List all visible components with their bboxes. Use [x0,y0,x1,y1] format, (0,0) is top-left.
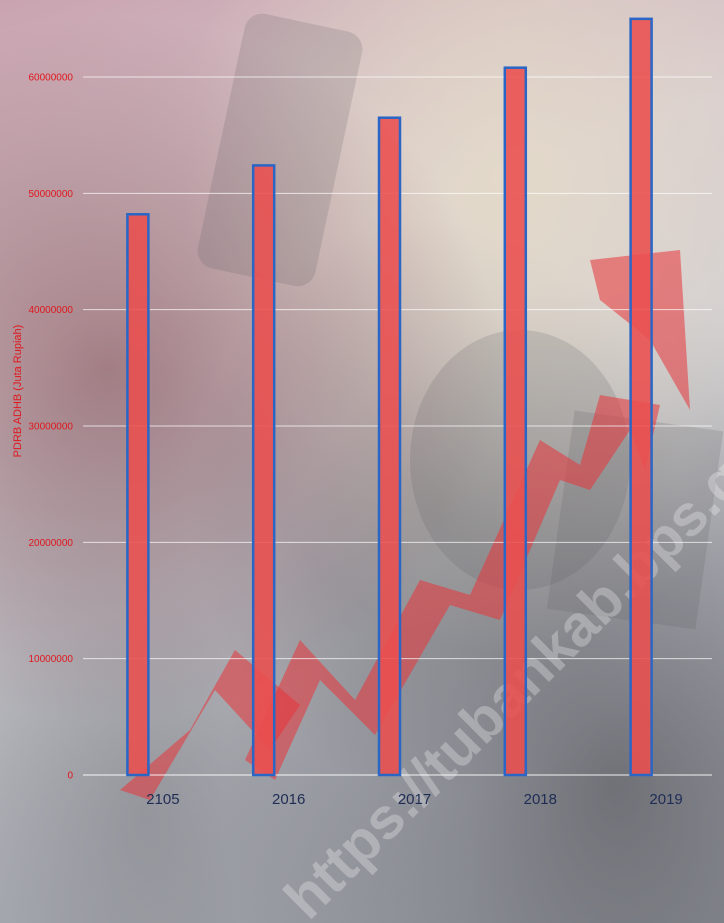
bg-trend-arrow-body-icon [245,395,660,780]
bar-2016 [251,164,276,777]
y-tick-label: 30000000 [29,422,74,433]
y-tick-label: 20000000 [29,538,74,549]
bar-2105 [126,213,150,777]
y-tick-label: 40000000 [29,305,74,316]
x-tick-label-2017: 2017 [398,791,431,808]
bar-2018 [503,66,528,777]
x-axis-ticks: 2105 2016 2017 2018 2019 [146,791,683,808]
x-tick-label-2105: 2105 [146,791,179,808]
y-tick-label: 0 [67,771,73,782]
bg-calculator-shape [197,13,363,287]
bar-2019 [629,17,653,777]
y-axis-ticks: 0 10000000 20000000 30000000 40000000 5000000… [29,73,74,782]
y-tick-label: 60000000 [29,73,74,84]
y-axis-label: PDRB ADHB (Juta Rupiah) [12,325,24,458]
x-tick-label-2018: 2018 [524,791,557,808]
y-tick-label: 10000000 [29,654,74,665]
x-tick-label-2019: 2019 [649,791,682,808]
x-tick-label-2016: 2016 [272,791,305,808]
y-tick-label: 50000000 [29,189,74,200]
bar-2017 [377,116,402,777]
bars [126,17,653,777]
